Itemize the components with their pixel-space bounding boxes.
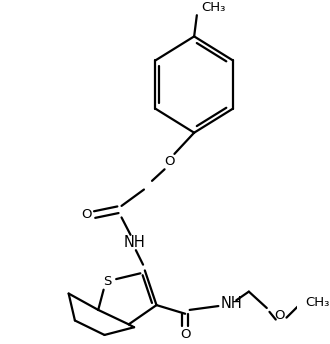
Text: NH: NH [220, 296, 242, 311]
Text: O: O [164, 155, 174, 168]
Text: O: O [274, 309, 284, 322]
Text: CH₃: CH₃ [201, 1, 226, 14]
Text: S: S [103, 276, 111, 289]
Text: O: O [180, 329, 190, 342]
Text: CH₃: CH₃ [305, 296, 330, 309]
Text: NH: NH [123, 235, 145, 250]
Text: O: O [81, 208, 92, 221]
